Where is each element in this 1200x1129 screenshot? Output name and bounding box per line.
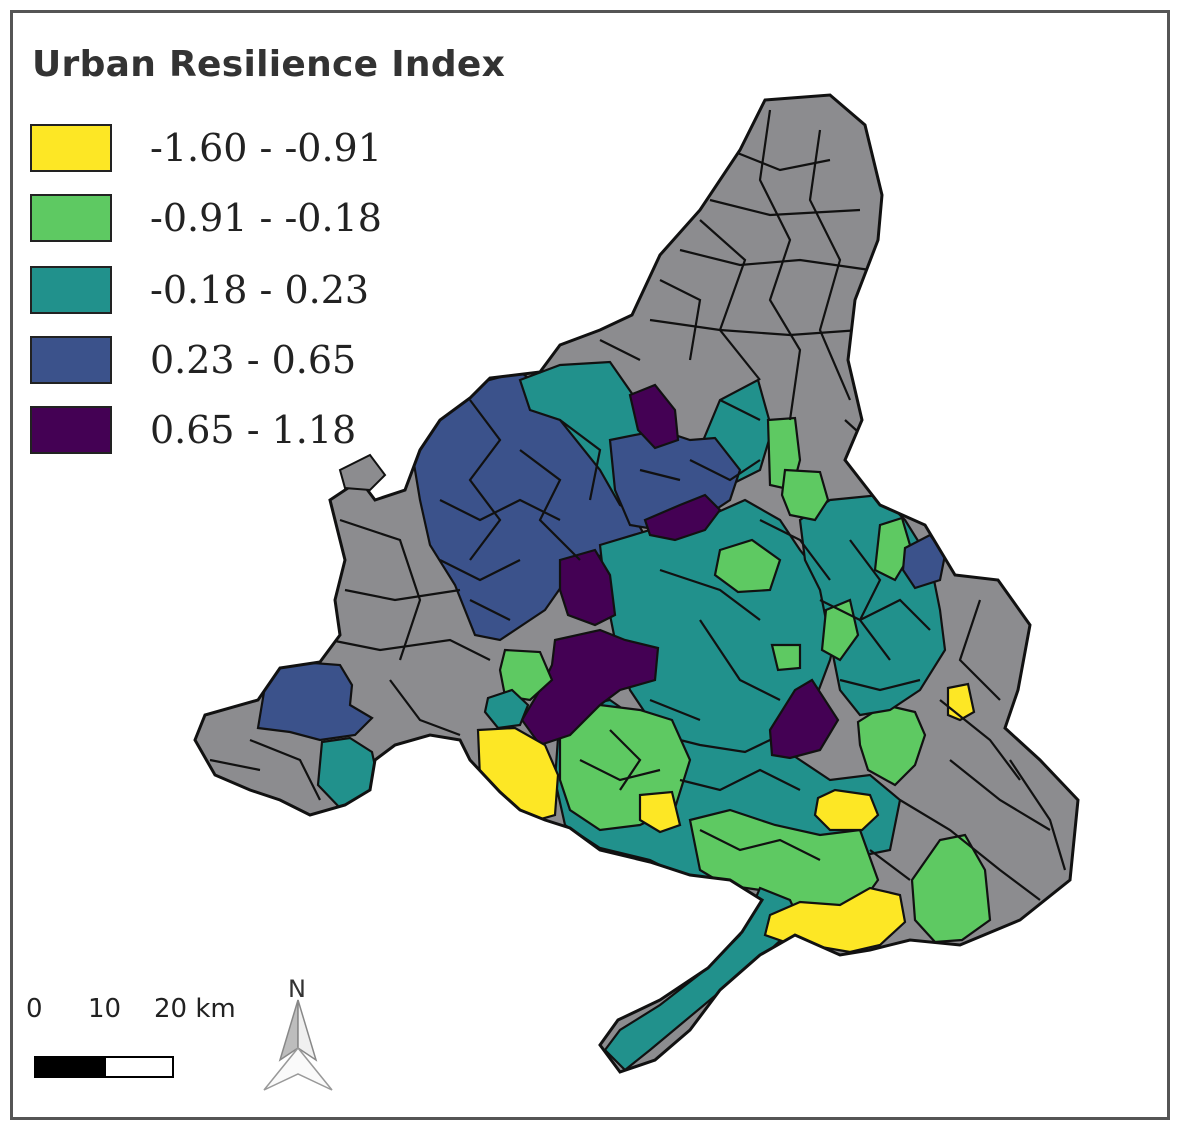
scale-bar-segment — [36, 1058, 106, 1076]
south-yellow-oval[interactable] — [813, 788, 880, 832]
north-arrow-icon — [263, 999, 333, 1091]
municipality-boundaries — [209, 109, 1067, 901]
legend-swatch — [30, 336, 112, 384]
legend-label: -0.91 - -0.18 — [150, 196, 382, 240]
legend-title: Urban Resilience Index — [32, 44, 506, 85]
northeast-purple-area[interactable] — [643, 493, 722, 542]
northeast-green-mid[interactable] — [780, 468, 830, 522]
west-blue-area[interactable] — [256, 660, 374, 742]
scale-tick-label: 20 km — [154, 994, 236, 1024]
northwest-islet — [338, 453, 387, 492]
east-green-mid[interactable] — [770, 643, 802, 672]
south-yellow-small[interactable] — [638, 790, 682, 834]
legend-swatch — [30, 406, 112, 454]
legend-label: 0.23 - 0.65 — [150, 338, 357, 382]
north-arrow-label: N — [288, 975, 306, 1003]
west-teal-small[interactable] — [483, 688, 530, 730]
legend-swatch — [30, 194, 112, 242]
east-yellow-small[interactable] — [946, 682, 976, 722]
legend-label: -0.18 - 0.23 — [150, 268, 370, 312]
legend-label: -1.60 - -0.91 — [150, 126, 382, 170]
scale-tick-label: 10 — [88, 994, 122, 1024]
north-purple-area[interactable] — [628, 383, 680, 450]
legend-label: 0.65 - 1.18 — [150, 408, 357, 452]
southeast-green-area[interactable] — [910, 833, 992, 944]
southeast-purple-area[interactable] — [768, 678, 840, 760]
legend-swatch — [30, 124, 112, 172]
central-purple-area[interactable] — [558, 548, 617, 627]
scale-tick-label: 0 — [26, 994, 43, 1024]
southwest-green-small[interactable] — [498, 648, 554, 702]
legend-swatch — [30, 266, 112, 314]
scale-bar — [34, 1056, 174, 1078]
